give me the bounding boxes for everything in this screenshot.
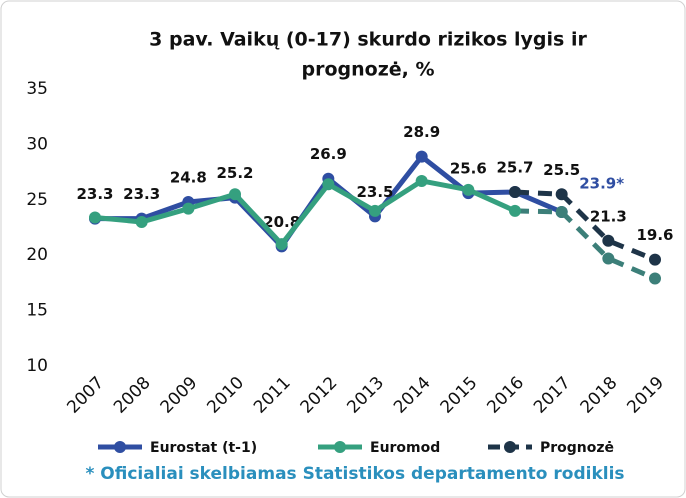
legend-marker xyxy=(114,441,126,453)
marker xyxy=(555,188,568,201)
marker xyxy=(649,253,661,266)
data-label: 25.2 xyxy=(216,164,253,182)
legend-marker xyxy=(504,441,516,453)
line xyxy=(514,189,656,262)
chart-title: prognozė, % xyxy=(301,59,434,81)
marker xyxy=(555,205,568,218)
data-label: 25.5 xyxy=(543,161,580,179)
marker xyxy=(602,252,615,265)
marker xyxy=(89,211,101,224)
data-label: 23.3 xyxy=(123,185,160,203)
data-label: 25.6 xyxy=(450,160,487,178)
legend-label: Prognozė xyxy=(540,440,614,456)
legend-label: Eurostat (t-1) xyxy=(150,440,257,456)
data-label: 21.3 xyxy=(590,207,627,225)
marker xyxy=(369,204,381,217)
marker xyxy=(462,183,475,196)
footnote: * Oficialiai skelbiamas Statistikos depa… xyxy=(85,464,624,484)
y-tick-label: 20 xyxy=(26,245,48,265)
y-tick-label: 30 xyxy=(26,134,48,154)
marker xyxy=(135,215,148,228)
marker xyxy=(509,186,521,199)
marker xyxy=(182,202,195,215)
data-label: 23.9* xyxy=(579,174,624,192)
legend-label: Euromod xyxy=(370,440,440,456)
marker xyxy=(415,150,428,163)
marker xyxy=(649,272,661,285)
y-tick-label: 15 xyxy=(26,301,48,321)
data-label: 20.8 xyxy=(263,213,300,231)
line xyxy=(514,208,656,281)
marker xyxy=(602,234,615,247)
y-tick-label: 10 xyxy=(26,356,48,376)
y-tick-label: 25 xyxy=(26,190,48,210)
marker xyxy=(322,178,335,191)
y-tick-label: 35 xyxy=(26,79,48,99)
marker xyxy=(275,238,288,251)
marker xyxy=(229,188,241,201)
data-label: 28.9 xyxy=(403,123,440,141)
legend-marker xyxy=(334,441,346,453)
data-label: 24.8 xyxy=(170,169,207,187)
chart-title: 3 pav. Vaikų (0-17) skurdo rizikos lygis… xyxy=(149,29,587,51)
marker xyxy=(415,174,428,187)
data-label: 23.3 xyxy=(76,185,113,203)
marker xyxy=(509,204,521,217)
data-label: 26.9 xyxy=(310,145,347,163)
data-label: 23.5 xyxy=(356,183,393,201)
data-label: 19.6 xyxy=(636,226,673,244)
data-label: 25.7 xyxy=(496,159,533,177)
line xyxy=(94,178,517,247)
